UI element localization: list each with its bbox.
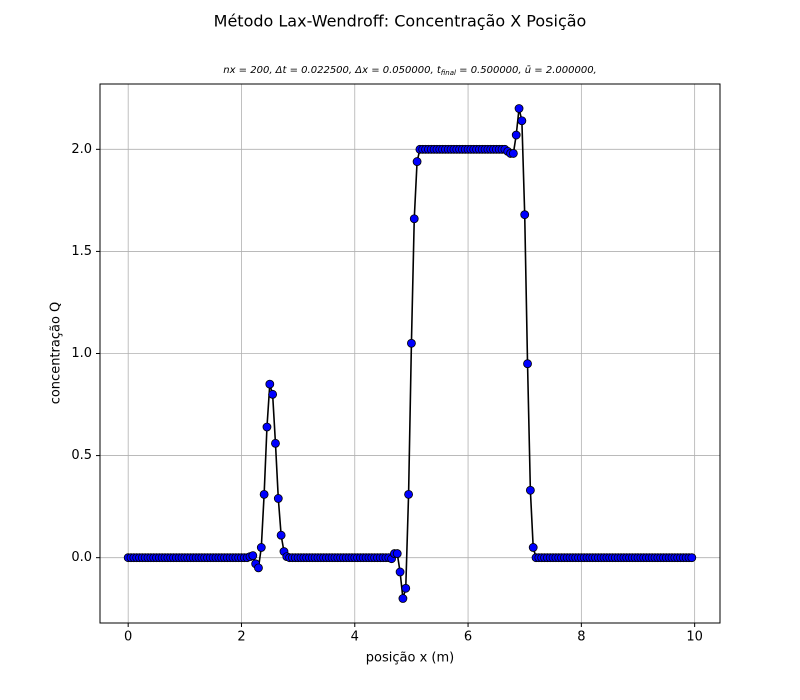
data-point (271, 438, 280, 448)
x-tick-label: 2 (237, 630, 245, 645)
data-point (392, 549, 402, 558)
x-tick-label: 0 (124, 630, 132, 645)
data-point (398, 594, 408, 603)
data-point (256, 543, 266, 552)
data-point (508, 149, 518, 158)
data-point (395, 567, 405, 577)
data-point (248, 551, 258, 561)
data-point (273, 494, 283, 503)
x-tick-label: 10 (686, 630, 703, 645)
subtitle-part: final (441, 69, 456, 77)
data-point (511, 130, 521, 140)
chart-title: Método Lax-Wendroff: Concentração X Posi… (214, 12, 587, 31)
data-point (404, 489, 413, 499)
data-point (687, 553, 697, 563)
chart-subtitle: nx = 200, Δt = 0.022500, Δx = 0.050000, … (223, 65, 596, 77)
y-tick-label: 1.5 (71, 244, 92, 259)
x-tick-label: 6 (464, 630, 472, 645)
subtitle-part: nx = 200, Δt = 0.022500, Δx = 0.050000, … (223, 65, 442, 76)
data-point (525, 485, 535, 495)
data-point (517, 116, 527, 126)
data-point (528, 543, 538, 552)
data-point (265, 379, 275, 389)
y-axis-label: concentração Q (49, 302, 64, 405)
data-point (409, 214, 419, 224)
plot-frame (99, 83, 721, 624)
data-point (523, 359, 532, 369)
data-point (259, 489, 269, 499)
data-point (268, 389, 278, 399)
x-axis-label: posição x (m) (366, 651, 454, 666)
data-point (254, 563, 263, 573)
x-tick-label: 4 (351, 630, 359, 645)
y-tick-label: 1.0 (71, 346, 92, 361)
x-tick-label: 8 (577, 630, 585, 645)
data-point (520, 210, 530, 220)
y-tick-label: 2.0 (71, 142, 92, 157)
data-point (276, 530, 286, 540)
data-point (262, 422, 272, 432)
data-point (412, 157, 422, 166)
data-point (514, 104, 524, 113)
y-tick-label: 0.5 (71, 448, 92, 463)
data-point (407, 338, 416, 348)
data-point (401, 583, 411, 593)
y-tick-label: 0.0 (71, 550, 92, 565)
subtitle-part: = 0.500000, ū = 2.000000, (456, 65, 597, 76)
